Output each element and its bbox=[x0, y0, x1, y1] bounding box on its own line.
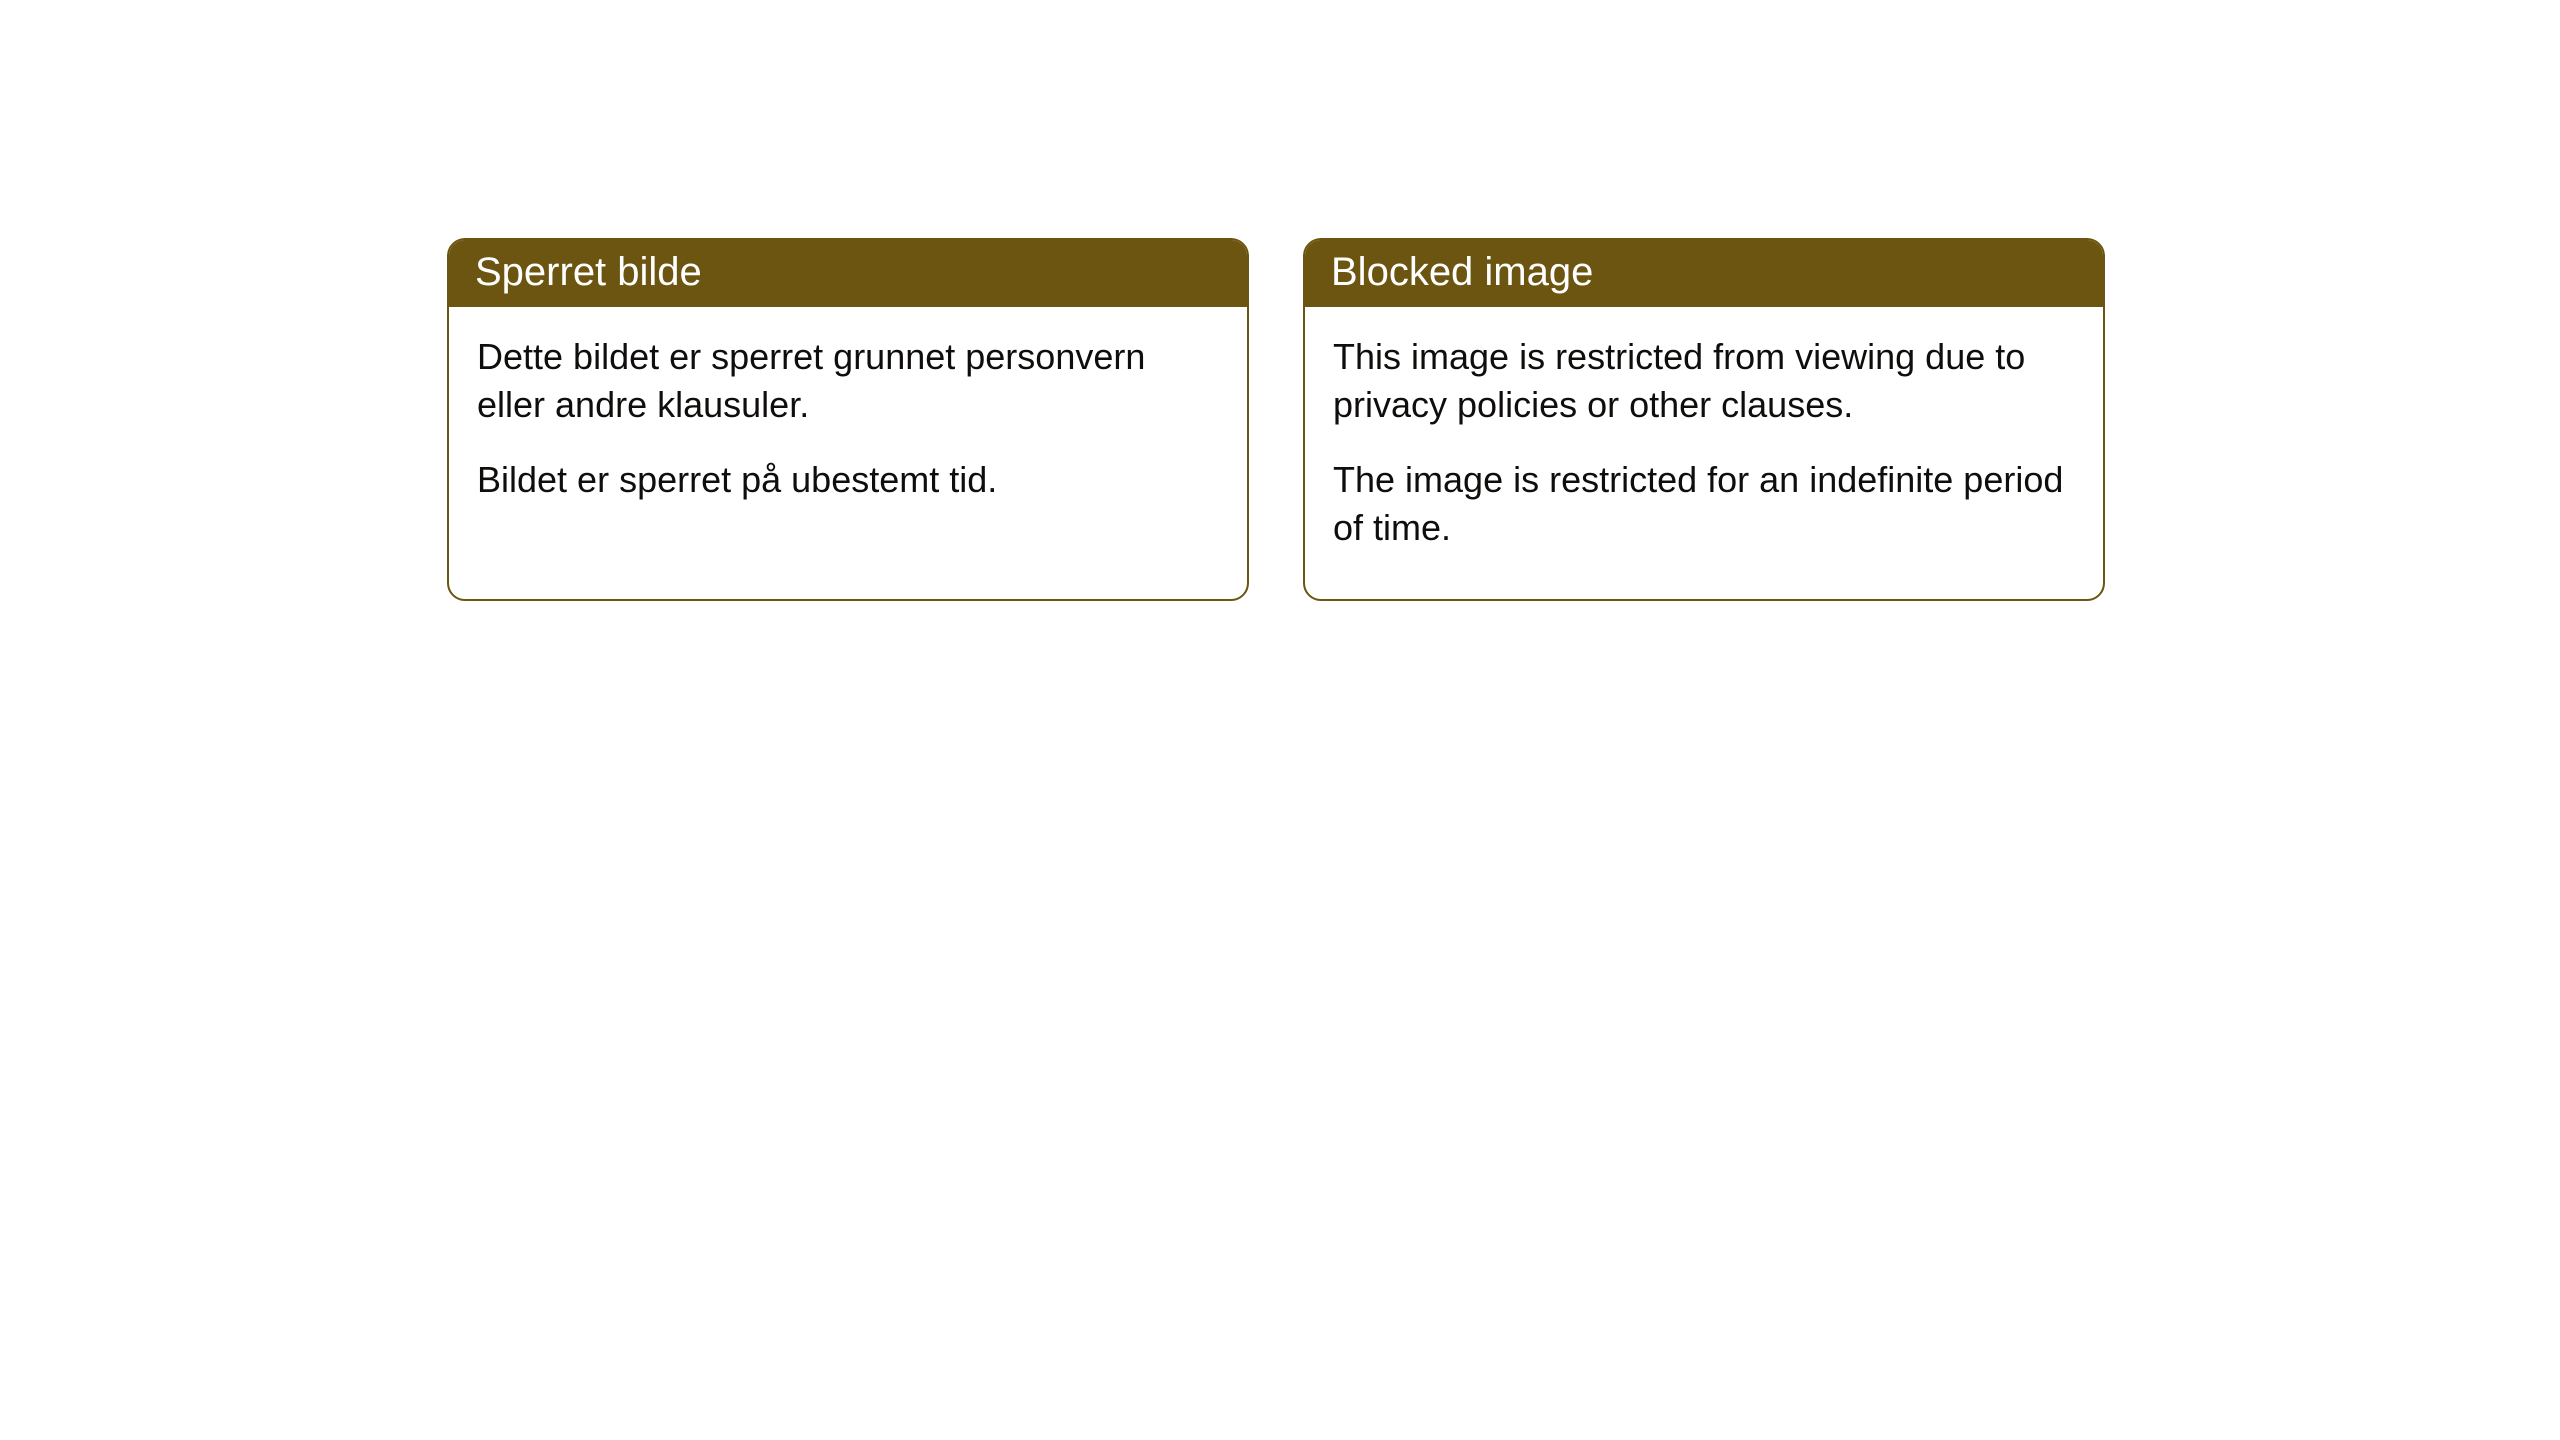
card-title-en: Blocked image bbox=[1305, 240, 2103, 307]
card-paragraph-2-en: The image is restricted for an indefinit… bbox=[1333, 456, 2075, 551]
notice-cards-row: Sperret bilde Dette bildet er sperret gr… bbox=[447, 238, 2105, 601]
card-title-no: Sperret bilde bbox=[449, 240, 1247, 307]
card-body-en: This image is restricted from viewing du… bbox=[1305, 307, 2103, 599]
card-paragraph-2-no: Bildet er sperret på ubestemt tid. bbox=[477, 456, 1219, 504]
card-paragraph-1-no: Dette bildet er sperret grunnet personve… bbox=[477, 333, 1219, 428]
card-paragraph-1-en: This image is restricted from viewing du… bbox=[1333, 333, 2075, 428]
blocked-image-card-en: Blocked image This image is restricted f… bbox=[1303, 238, 2105, 601]
card-body-no: Dette bildet er sperret grunnet personve… bbox=[449, 307, 1247, 552]
blocked-image-card-no: Sperret bilde Dette bildet er sperret gr… bbox=[447, 238, 1249, 601]
